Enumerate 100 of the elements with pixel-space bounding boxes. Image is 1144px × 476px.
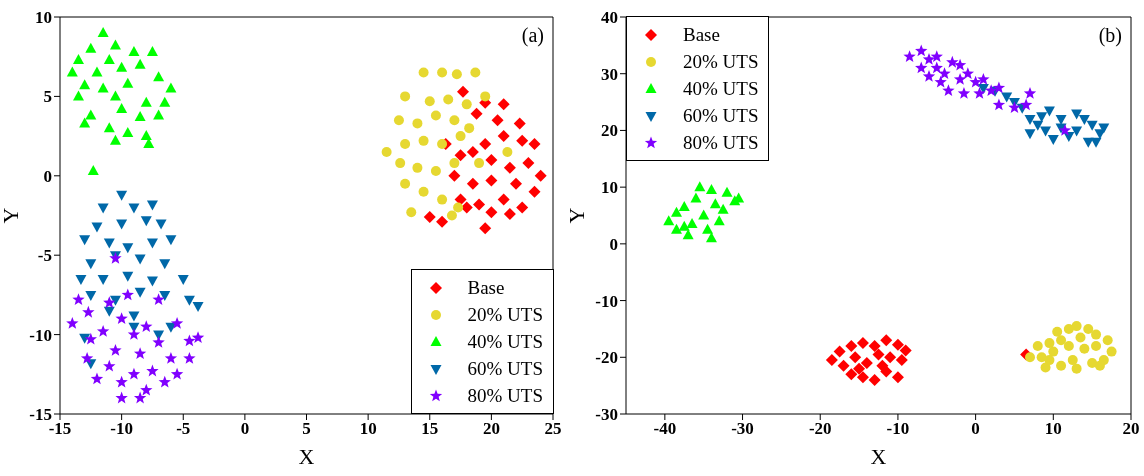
point xyxy=(678,220,690,231)
point xyxy=(1071,321,1082,332)
point xyxy=(1056,360,1067,371)
point xyxy=(1087,357,1098,368)
point xyxy=(115,375,128,388)
point xyxy=(436,215,449,228)
point xyxy=(1106,346,1117,357)
point xyxy=(128,45,140,56)
point xyxy=(1058,123,1072,136)
point xyxy=(400,139,411,150)
point xyxy=(134,254,146,265)
point xyxy=(1098,123,1110,134)
point xyxy=(694,181,706,192)
point xyxy=(446,210,457,221)
point xyxy=(1056,335,1067,346)
point xyxy=(977,72,990,85)
point xyxy=(103,53,115,64)
point xyxy=(1024,129,1036,140)
point xyxy=(671,206,682,217)
point xyxy=(1067,355,1078,366)
point xyxy=(152,336,165,348)
y-tick-label: 20 xyxy=(601,121,618,141)
x-tick-label: -20 xyxy=(808,419,832,439)
point xyxy=(884,351,897,364)
y-tick-label: 0 xyxy=(609,234,618,254)
point xyxy=(72,90,84,101)
point xyxy=(159,290,171,301)
point xyxy=(1040,126,1052,137)
point xyxy=(1001,92,1013,103)
point xyxy=(140,320,153,332)
point xyxy=(961,67,975,79)
point xyxy=(1063,340,1074,351)
point xyxy=(513,117,526,130)
point xyxy=(856,371,869,384)
x-tick-label: -10 xyxy=(110,419,133,439)
point xyxy=(1023,87,1037,99)
legend-label: 20% UTS xyxy=(467,303,543,326)
point xyxy=(880,334,893,347)
point xyxy=(122,271,134,282)
point xyxy=(1036,352,1047,363)
point xyxy=(448,169,461,182)
y-tick-label: 30 xyxy=(601,64,618,84)
legend-label: 80% UTS xyxy=(683,131,759,154)
point xyxy=(85,259,97,270)
point xyxy=(705,232,717,243)
point xyxy=(1086,120,1098,131)
point xyxy=(165,82,177,93)
point xyxy=(1052,326,1063,337)
point xyxy=(825,354,838,367)
point xyxy=(116,61,128,72)
point xyxy=(470,107,483,120)
point xyxy=(915,44,928,57)
point xyxy=(79,79,91,90)
point xyxy=(103,306,115,317)
point xyxy=(1044,338,1055,349)
point xyxy=(479,138,492,151)
point xyxy=(1047,134,1059,145)
point xyxy=(953,72,967,85)
x-axis-title: X xyxy=(870,444,887,469)
y-tick-label: 40 xyxy=(601,8,618,28)
legend-label: 40% UTS xyxy=(683,77,759,100)
y-axis-title: Y xyxy=(0,207,23,224)
point xyxy=(534,169,547,182)
x-tick-label: 25 xyxy=(544,419,562,439)
point xyxy=(395,158,406,169)
point xyxy=(97,26,109,37)
point xyxy=(140,216,152,227)
point xyxy=(876,359,889,372)
point xyxy=(1075,332,1086,343)
point xyxy=(437,67,448,78)
annotation: (b) xyxy=(1098,24,1122,47)
point xyxy=(146,45,158,56)
x-tick-label: 20 xyxy=(1122,419,1140,439)
point xyxy=(845,368,858,381)
point xyxy=(140,130,152,141)
point xyxy=(717,203,729,214)
point xyxy=(109,39,121,50)
y-tick-label: 10 xyxy=(601,178,618,198)
point xyxy=(165,235,177,246)
point xyxy=(922,70,936,82)
point xyxy=(400,178,411,189)
point xyxy=(122,77,134,88)
point xyxy=(1063,323,1074,334)
point xyxy=(497,193,510,206)
point xyxy=(400,91,411,102)
point xyxy=(454,149,467,162)
point xyxy=(713,215,725,226)
point xyxy=(454,193,467,206)
point xyxy=(856,337,869,350)
point xyxy=(381,146,392,157)
point xyxy=(82,305,95,318)
point xyxy=(464,123,475,134)
x-tick-label: -5 xyxy=(176,419,191,439)
x-tick-label: -30 xyxy=(731,419,754,439)
point xyxy=(891,371,904,384)
point xyxy=(485,174,498,187)
point xyxy=(457,85,470,98)
point xyxy=(461,99,472,110)
point xyxy=(72,293,85,305)
point xyxy=(418,135,429,146)
